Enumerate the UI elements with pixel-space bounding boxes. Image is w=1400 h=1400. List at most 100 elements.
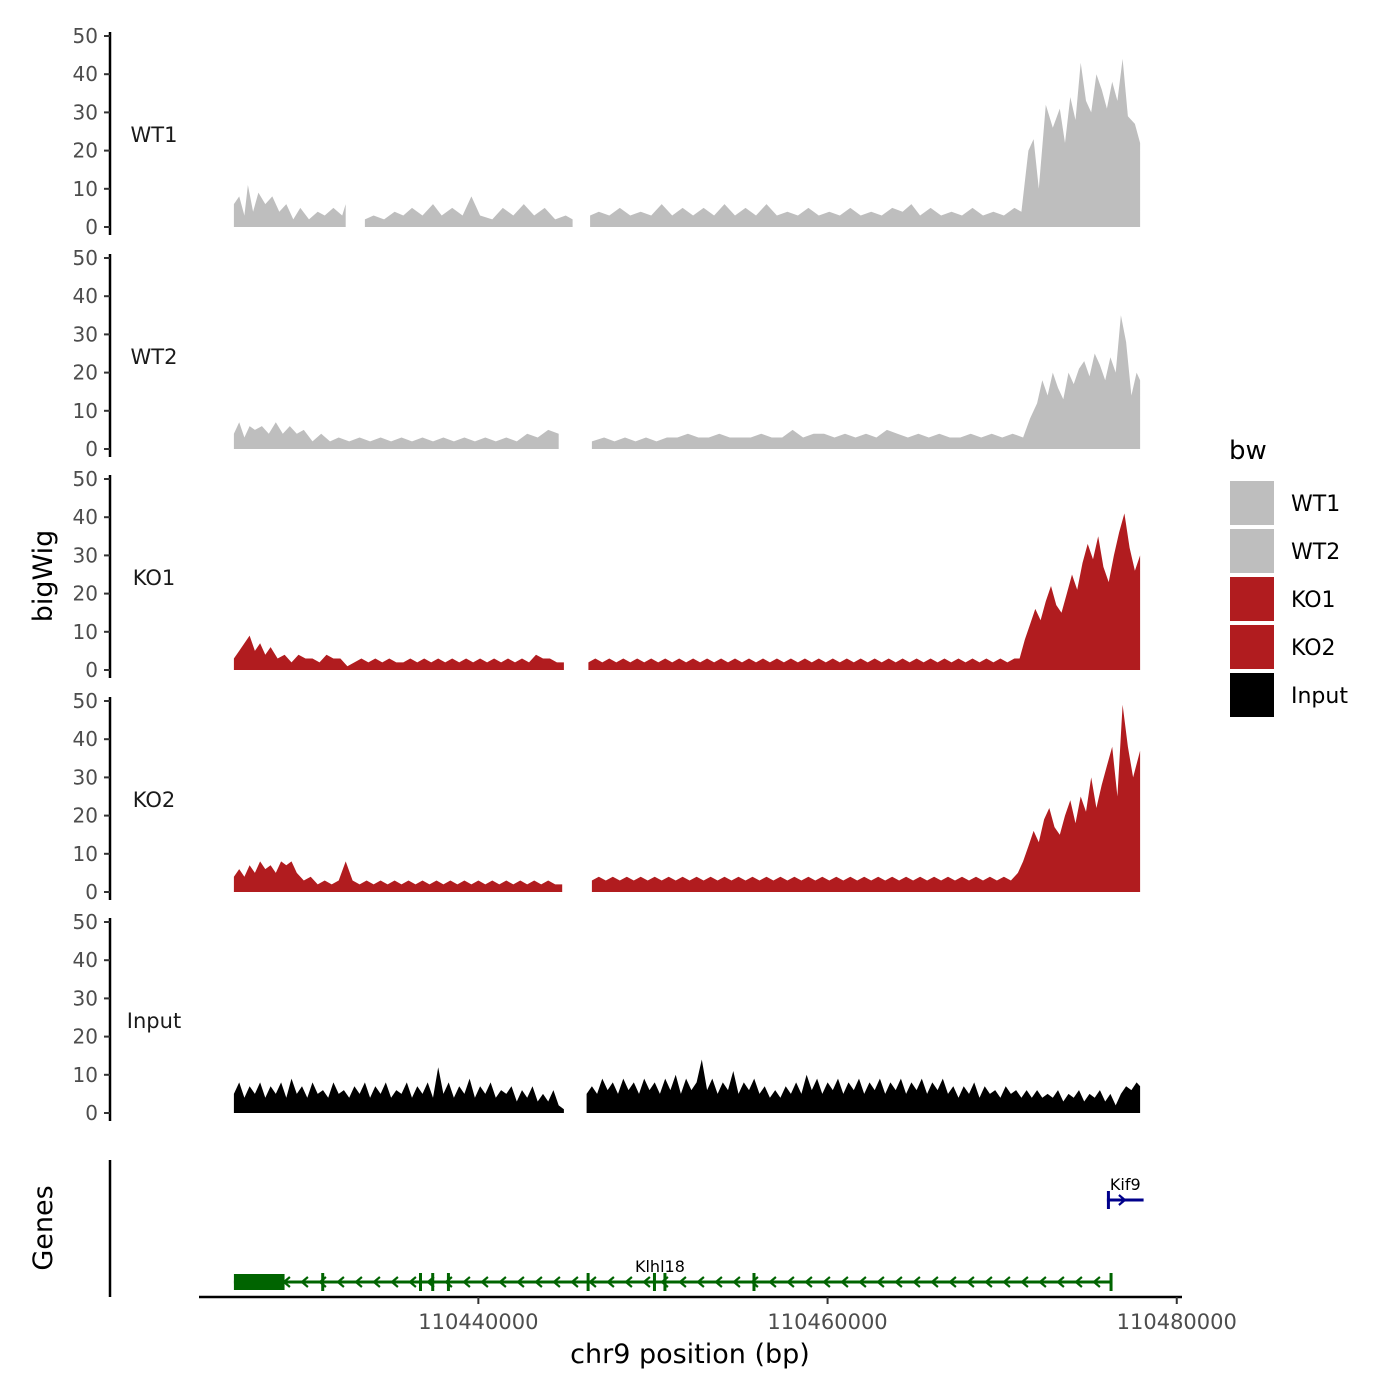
strand-arrow xyxy=(570,1276,579,1288)
y-tick-label: 0 xyxy=(85,437,98,461)
panel-ko2: 0 10 20 30 40 50 KO2 xyxy=(73,689,1141,904)
strand-arrow xyxy=(390,1276,399,1288)
strand-arrow xyxy=(714,1276,723,1288)
x-tick-label: 110440000 xyxy=(418,1310,538,1334)
strand-arrow xyxy=(804,1276,813,1288)
exon xyxy=(1106,1191,1110,1209)
area-wt2-segment-0 xyxy=(233,422,559,449)
exon xyxy=(321,1273,325,1291)
area-ko1-segment-1 xyxy=(588,513,1141,670)
y-tick-label: 20 xyxy=(73,582,98,606)
panel-label-wt1: WT1 xyxy=(131,123,178,147)
y-tick-label: 40 xyxy=(73,284,98,308)
strand-arrow xyxy=(984,1276,993,1288)
gene-track-label: Genes xyxy=(28,1185,59,1270)
area-ko2-segment-1 xyxy=(591,704,1141,892)
exon xyxy=(652,1273,656,1291)
y-tick-label: 50 xyxy=(73,910,98,934)
strand-arrow xyxy=(498,1276,507,1288)
exon xyxy=(1109,1273,1113,1291)
y-tick-label: 10 xyxy=(73,399,98,423)
strand-arrow xyxy=(354,1276,363,1288)
legend-label-input: Input xyxy=(1291,684,1348,709)
strand-arrow xyxy=(1020,1276,1029,1288)
exon xyxy=(752,1273,756,1291)
y-tick-label: 20 xyxy=(73,804,98,828)
panel-input: 0 10 20 30 40 50 Input xyxy=(73,910,1141,1125)
x-axis: 110440000 110460000 110480000 xyxy=(199,1295,1237,1334)
legend: bw WT1 WT2 KO1 KO2 Input xyxy=(1229,436,1348,717)
strand-arrow xyxy=(876,1276,885,1288)
gene-label-klhl18: Klhl18 xyxy=(635,1257,685,1276)
y-tick-label: 10 xyxy=(73,620,98,644)
strand-arrow xyxy=(336,1276,345,1288)
strand-arrow xyxy=(858,1276,867,1288)
legend-swatch-input xyxy=(1230,673,1274,717)
x-axis-label: chr9 position (bp) xyxy=(570,1339,810,1370)
gene-label-kif9: Kif9 xyxy=(1110,1175,1141,1194)
strand-arrow xyxy=(624,1276,633,1288)
y-tick-label: 10 xyxy=(73,177,98,201)
y-tick-label: 40 xyxy=(73,62,98,86)
legend-label-wt1: WT1 xyxy=(1291,492,1340,517)
strand-arrow xyxy=(516,1276,525,1288)
legend-swatch-wt2 xyxy=(1230,529,1274,573)
strand-arrow xyxy=(696,1276,705,1288)
legend-title: bw xyxy=(1229,436,1267,466)
y-tick-label: 0 xyxy=(85,1101,98,1125)
y-tick-label: 10 xyxy=(73,1063,98,1087)
strand-arrow xyxy=(1074,1276,1083,1288)
strand-arrow xyxy=(732,1276,741,1288)
exon xyxy=(418,1273,422,1291)
gene-kif9: Kif9 xyxy=(1106,1175,1144,1209)
y-tick-label: 30 xyxy=(73,543,98,567)
area-wt1-segment-0 xyxy=(233,185,346,227)
panel-label-ko2: KO2 xyxy=(133,788,176,812)
area-wt2-segment-1 xyxy=(591,315,1141,449)
strand-arrow xyxy=(1056,1276,1065,1288)
strand-arrow xyxy=(912,1276,921,1288)
panel-ko1: 0 10 20 30 40 50 KO1 xyxy=(73,467,1141,682)
legend-label-ko2: KO2 xyxy=(1291,636,1336,661)
panel-label-input: Input xyxy=(127,1009,181,1033)
y-tick-label: 0 xyxy=(85,215,98,239)
y-tick-label: 0 xyxy=(85,880,98,904)
y-tick-label: 30 xyxy=(73,100,98,124)
y-tick-label: 40 xyxy=(73,948,98,972)
strand-arrow xyxy=(588,1276,597,1288)
strand-arrow xyxy=(1002,1276,1011,1288)
exon xyxy=(431,1273,435,1291)
exon xyxy=(663,1273,667,1291)
strand-arrow xyxy=(606,1276,615,1288)
y-tick-label: 30 xyxy=(73,986,98,1010)
strand-arrow xyxy=(372,1276,381,1288)
y-tick-label: 50 xyxy=(73,689,98,713)
y-tick-label: 20 xyxy=(73,1025,98,1049)
exon xyxy=(233,1274,285,1290)
area-input-segment-1 xyxy=(586,1059,1141,1113)
legend-label-wt2: WT2 xyxy=(1291,540,1340,565)
gene-klhl18: Klhl18 xyxy=(233,1257,1113,1291)
strand-arrow xyxy=(678,1276,687,1288)
y-tick-label: 40 xyxy=(73,727,98,751)
y-tick-label: 20 xyxy=(73,139,98,163)
signal-panels: 0 10 20 30 40 50 WT1 0 10 20 30 40 50 WT2 0 10 20 30 40 50 K… xyxy=(73,24,1141,1125)
y-tick-label: 20 xyxy=(73,361,98,385)
area-wt1-segment-2 xyxy=(590,58,1141,228)
y-tick-label: 40 xyxy=(73,505,98,529)
y-tick-label: 30 xyxy=(73,765,98,789)
strand-arrow xyxy=(552,1276,561,1288)
y-tick-label: 30 xyxy=(73,322,98,346)
strand-arrow xyxy=(750,1276,759,1288)
strand-arrow xyxy=(966,1276,975,1288)
strand-arrow xyxy=(1118,1194,1127,1206)
y-tick-label: 10 xyxy=(73,842,98,866)
strand-arrow xyxy=(642,1276,651,1288)
x-tick-label: 110460000 xyxy=(767,1310,887,1334)
exon xyxy=(586,1273,590,1291)
strand-arrow xyxy=(840,1276,849,1288)
panel-label-ko1: KO1 xyxy=(133,566,176,590)
y-tick-label: 50 xyxy=(73,467,98,491)
legend-label-ko1: KO1 xyxy=(1291,588,1336,613)
